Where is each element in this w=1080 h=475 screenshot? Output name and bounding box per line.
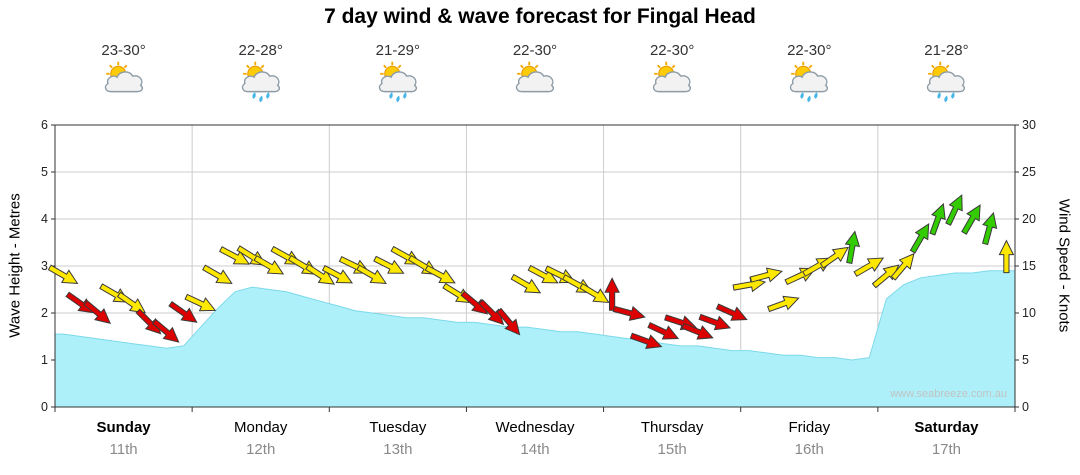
wind-barb: [909, 222, 930, 254]
wind-barb: [460, 290, 489, 315]
wind-barb: [767, 295, 800, 313]
day-date: 15th: [657, 441, 687, 458]
sun-cloud-rain-icon: [927, 61, 966, 103]
wind-barb: [184, 293, 217, 312]
wind-barb: [478, 299, 505, 326]
day-weather-icon: [916, 60, 976, 111]
svg-text:2: 2: [41, 306, 48, 320]
wind-barb: [647, 322, 680, 340]
wind-barb: [496, 307, 521, 336]
wind-barb: [749, 267, 783, 283]
wind-barb: [579, 283, 610, 304]
wind-barb: [715, 303, 748, 321]
day-date: 11th: [109, 441, 138, 458]
wind-barb: [998, 239, 1015, 274]
sun-cloud-icon: [652, 61, 692, 93]
wind-barb: [253, 255, 285, 275]
wind-barb: [698, 313, 732, 331]
day-weather-icon: [505, 60, 565, 111]
wind-barb: [527, 264, 559, 284]
wind-barb: [819, 246, 850, 269]
svg-text:0: 0: [41, 400, 48, 414]
day-name: Thursday: [640, 419, 704, 436]
day-weather-icon: [94, 60, 154, 111]
wind-barb: [890, 252, 915, 281]
day-date: 12th: [246, 441, 276, 458]
day-date: 13th: [383, 441, 413, 458]
svg-text:6: 6: [41, 118, 48, 132]
svg-text:5: 5: [41, 165, 48, 179]
day-name: Friday: [788, 419, 831, 436]
wind-barb: [844, 230, 861, 264]
wind-barb: [321, 264, 354, 284]
day-weather-icon: [642, 60, 702, 111]
wind-barb: [356, 264, 387, 284]
day-name: Wednesday: [495, 419, 575, 436]
day-weather-icon: [779, 60, 839, 111]
day-date: 14th: [520, 441, 550, 458]
wind-barb: [853, 257, 885, 277]
wind-barb: [681, 322, 714, 340]
svg-text:0: 0: [1022, 400, 1029, 414]
day-date: 17th: [931, 441, 962, 458]
day-name: Sunday: [96, 419, 151, 436]
wind-barb: [424, 264, 456, 284]
wind-barb: [982, 211, 998, 246]
svg-text:20: 20: [1022, 212, 1036, 226]
day-date: 16th: [794, 441, 824, 458]
day-temperature: 22-30°: [787, 42, 832, 59]
day-name: Tuesday: [369, 419, 427, 436]
wind-barb: [961, 204, 981, 235]
wind-barb: [929, 202, 946, 236]
sun-cloud-icon: [515, 61, 555, 93]
wind-barb: [510, 273, 542, 294]
day-temperature: 22-28°: [238, 42, 283, 59]
svg-text:4: 4: [41, 212, 48, 226]
wind-barbs: [47, 194, 1015, 350]
wind-barb: [83, 300, 112, 325]
axis-ticks: 0 1 2 3 4 5 6 0 5 10 15 20 25 30: [41, 118, 1036, 414]
wave-height-area: [54, 270, 1016, 408]
page-title: 7 day wind & wave forecast for Fingal He…: [324, 5, 756, 28]
svg-text:15: 15: [1022, 259, 1036, 273]
sun-cloud-icon: [104, 61, 143, 93]
svg-text:25: 25: [1022, 165, 1036, 179]
wind-barb: [168, 300, 198, 323]
sun-cloud-rain-icon: [378, 61, 417, 103]
day-temperature: 22-30°: [649, 42, 695, 59]
svg-text:5: 5: [1022, 353, 1029, 367]
sun-cloud-rain-icon: [241, 61, 280, 103]
wind-barb: [629, 332, 663, 350]
wind-barb: [218, 246, 251, 265]
wind-barb: [612, 305, 646, 321]
wind-barb: [305, 263, 336, 285]
watermark: www.seabreeze.com.au: [890, 388, 1007, 400]
day-temperature: 22-30°: [512, 42, 558, 59]
day-name: Monday: [234, 419, 288, 436]
day-temperature: 23-30°: [101, 42, 146, 59]
day-temperature: 21-29°: [375, 42, 421, 59]
day-temperature: 21-28°: [924, 42, 969, 59]
day-weather-icon: [368, 60, 428, 111]
svg-text:30: 30: [1022, 118, 1036, 132]
wind-barb: [202, 264, 233, 284]
svg-text:10: 10: [1022, 306, 1036, 320]
day-weather-icon: [231, 60, 291, 111]
wind-barb: [373, 255, 405, 274]
svg-text:1: 1: [41, 353, 48, 367]
wind-barb: [151, 318, 180, 343]
wind-barb: [135, 308, 162, 335]
sun-cloud-rain-icon: [790, 61, 829, 103]
day-name: Saturday: [914, 419, 979, 436]
wind-barb: [945, 194, 963, 226]
svg-text:3: 3: [41, 259, 48, 273]
wind-barb: [47, 264, 79, 284]
